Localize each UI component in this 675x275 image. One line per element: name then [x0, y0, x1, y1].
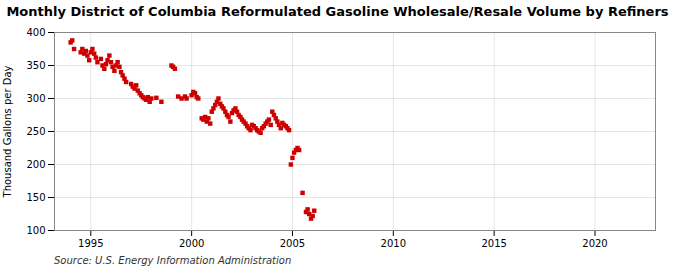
svg-text:2015: 2015 [481, 238, 506, 249]
svg-text:Thousand Gallons per Day: Thousand Gallons per Day [2, 65, 13, 198]
svg-text:2020: 2020 [582, 238, 607, 249]
html-text:Source: U.S. Energy Informatio: Source: U.S. Energy Information Administ… [54, 255, 292, 266]
svg-text:300: 300 [26, 93, 45, 104]
svg-text:2005: 2005 [280, 238, 305, 249]
svg-text:400: 400 [26, 27, 45, 38]
svg-text:100: 100 [26, 225, 45, 236]
svg-text:150: 150 [26, 192, 45, 203]
svg-text:250: 250 [26, 126, 45, 137]
svg-text:200: 200 [26, 159, 45, 170]
html-text:Monthly District of Columbia R: Monthly District of Columbia Reformulate… [6, 4, 669, 19]
svg-text:2000: 2000 [179, 238, 204, 249]
svg-text:2010: 2010 [381, 238, 406, 249]
svg-text:1995: 1995 [78, 238, 103, 249]
svg-text:350: 350 [26, 60, 45, 71]
